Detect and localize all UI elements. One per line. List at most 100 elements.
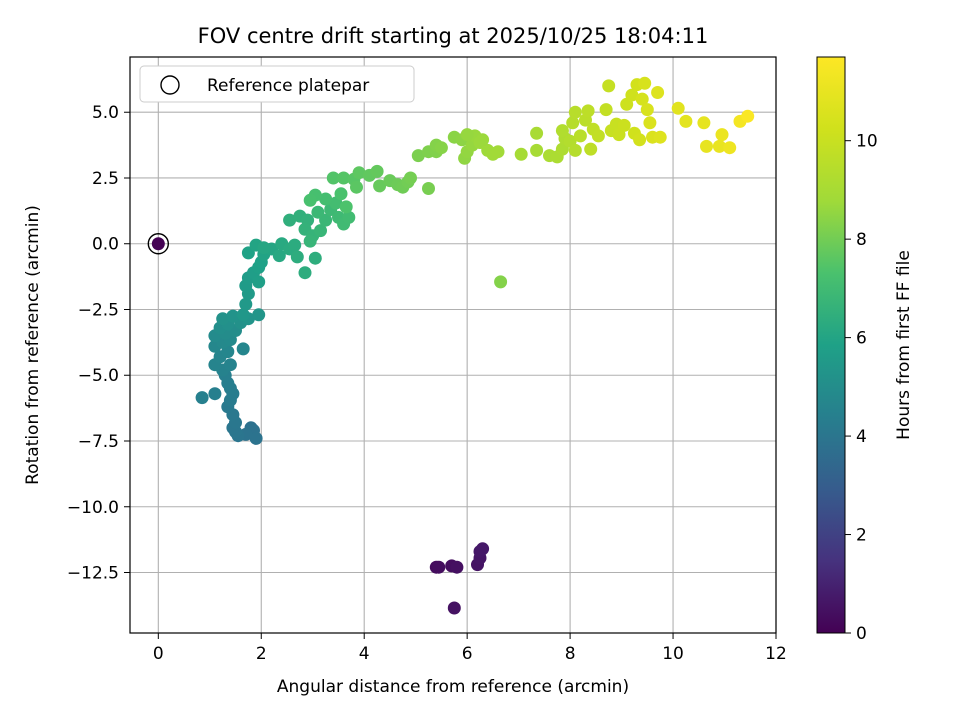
colorbar-tick-label: 6 bbox=[856, 329, 867, 349]
data-point bbox=[311, 205, 325, 219]
x-tick-label: 8 bbox=[565, 644, 576, 664]
data-point bbox=[723, 141, 737, 155]
colorbar-tick-label: 2 bbox=[856, 526, 867, 546]
data-point bbox=[288, 238, 302, 252]
colorbar-gradient bbox=[816, 56, 846, 634]
data-point bbox=[290, 250, 304, 264]
data-point bbox=[476, 542, 490, 556]
grid-lines bbox=[130, 57, 777, 633]
x-tick-label: 4 bbox=[359, 644, 370, 664]
data-point bbox=[339, 200, 353, 214]
data-point bbox=[530, 126, 544, 140]
data-point bbox=[715, 128, 729, 142]
y-axis-label: Rotation from reference (arcmin) bbox=[23, 205, 43, 485]
data-point bbox=[373, 179, 387, 193]
data-point bbox=[326, 171, 340, 185]
data-point bbox=[239, 297, 253, 311]
colorbar-label: Hours from first FF file bbox=[894, 250, 914, 440]
y-tick-label: −2.5 bbox=[78, 300, 119, 320]
data-point bbox=[337, 171, 351, 185]
data-point bbox=[638, 76, 652, 90]
data-point bbox=[422, 182, 435, 195]
x-axis-label: Angular distance from reference (arcmin) bbox=[277, 677, 629, 697]
data-point bbox=[411, 149, 425, 163]
reference-marker-group bbox=[147, 233, 170, 255]
data-point bbox=[216, 312, 230, 326]
x-axis-ticks: 0 2 4 6 8 10 12 bbox=[153, 633, 787, 664]
data-point bbox=[617, 118, 631, 132]
data-point bbox=[319, 192, 333, 206]
data-point bbox=[370, 164, 384, 178]
data-point bbox=[257, 241, 271, 255]
data-point bbox=[712, 139, 726, 153]
data-point bbox=[555, 124, 569, 138]
legend-label: Reference platepar bbox=[207, 76, 369, 96]
legend-box bbox=[139, 65, 415, 103]
data-point bbox=[581, 104, 595, 118]
x-tick-label: 0 bbox=[153, 644, 164, 664]
data-point bbox=[450, 560, 464, 574]
plot-frame bbox=[129, 56, 777, 634]
data-point bbox=[303, 234, 317, 248]
data-point bbox=[602, 79, 616, 93]
data-point bbox=[223, 358, 237, 372]
y-tick-label: 0.0 bbox=[92, 235, 119, 255]
colorbar-tick-label: 8 bbox=[856, 230, 867, 250]
y-axis-ticks: 5.0 2.5 0.0 −2.5 −5.0 −7.5 −10.0 −12.5 bbox=[67, 103, 130, 584]
x-tick-label: 6 bbox=[462, 644, 473, 664]
data-point bbox=[236, 342, 250, 356]
x-tick-label: 2 bbox=[256, 644, 267, 664]
x-tick-label: 10 bbox=[662, 644, 684, 664]
data-point bbox=[625, 88, 639, 102]
data-point bbox=[460, 128, 474, 142]
data-point bbox=[432, 560, 446, 574]
data-point bbox=[700, 139, 713, 153]
data-point bbox=[568, 143, 582, 157]
data-point bbox=[352, 166, 366, 180]
data-point bbox=[249, 431, 263, 445]
data-point bbox=[208, 387, 222, 401]
data-point bbox=[566, 116, 580, 130]
data-point bbox=[651, 86, 665, 99]
colorbar-tick-label: 0 bbox=[856, 624, 867, 644]
data-point bbox=[635, 92, 649, 106]
data-point bbox=[272, 249, 286, 263]
data-point bbox=[643, 116, 657, 130]
data-point bbox=[633, 133, 647, 147]
data-point bbox=[671, 101, 685, 115]
data-point bbox=[491, 145, 505, 159]
y-tick-label: −10.0 bbox=[67, 498, 119, 518]
y-tick-label: 2.5 bbox=[92, 169, 119, 189]
reference-data-point bbox=[151, 237, 165, 251]
reference-platepar-marker bbox=[147, 233, 170, 255]
data-point bbox=[447, 601, 461, 615]
data-point bbox=[314, 224, 327, 238]
data-point bbox=[530, 143, 544, 157]
data-point bbox=[697, 116, 711, 130]
colorbar-tick-label: 10 bbox=[856, 132, 878, 152]
data-point bbox=[252, 275, 266, 289]
y-tick-label: −12.5 bbox=[67, 564, 119, 584]
data-point bbox=[679, 114, 693, 128]
data-point bbox=[334, 187, 348, 201]
colorbar-tick-label: 4 bbox=[856, 427, 867, 447]
y-tick-label: −7.5 bbox=[78, 432, 119, 452]
data-point bbox=[640, 103, 654, 117]
legend: Reference platepar bbox=[139, 65, 415, 103]
data-point bbox=[308, 251, 322, 265]
data-point bbox=[252, 308, 266, 322]
data-point bbox=[568, 105, 582, 119]
data-point bbox=[236, 308, 250, 322]
data-point bbox=[741, 109, 755, 123]
x-tick-label: 12 bbox=[765, 644, 787, 664]
chart-title: FOV centre drift starting at 2025/10/25 … bbox=[198, 24, 709, 48]
y-tick-label: 5.0 bbox=[92, 103, 119, 123]
scatter-points bbox=[195, 76, 755, 615]
colorbar-ticks: 0 2 4 6 8 10 bbox=[845, 132, 878, 644]
data-point bbox=[195, 391, 209, 405]
colorbar: 0 2 4 6 8 10 Hours from first FF file bbox=[816, 56, 914, 644]
data-point bbox=[476, 133, 490, 147]
data-point bbox=[494, 275, 508, 289]
data-point bbox=[298, 266, 312, 280]
y-tick-label: −5.0 bbox=[78, 366, 119, 386]
